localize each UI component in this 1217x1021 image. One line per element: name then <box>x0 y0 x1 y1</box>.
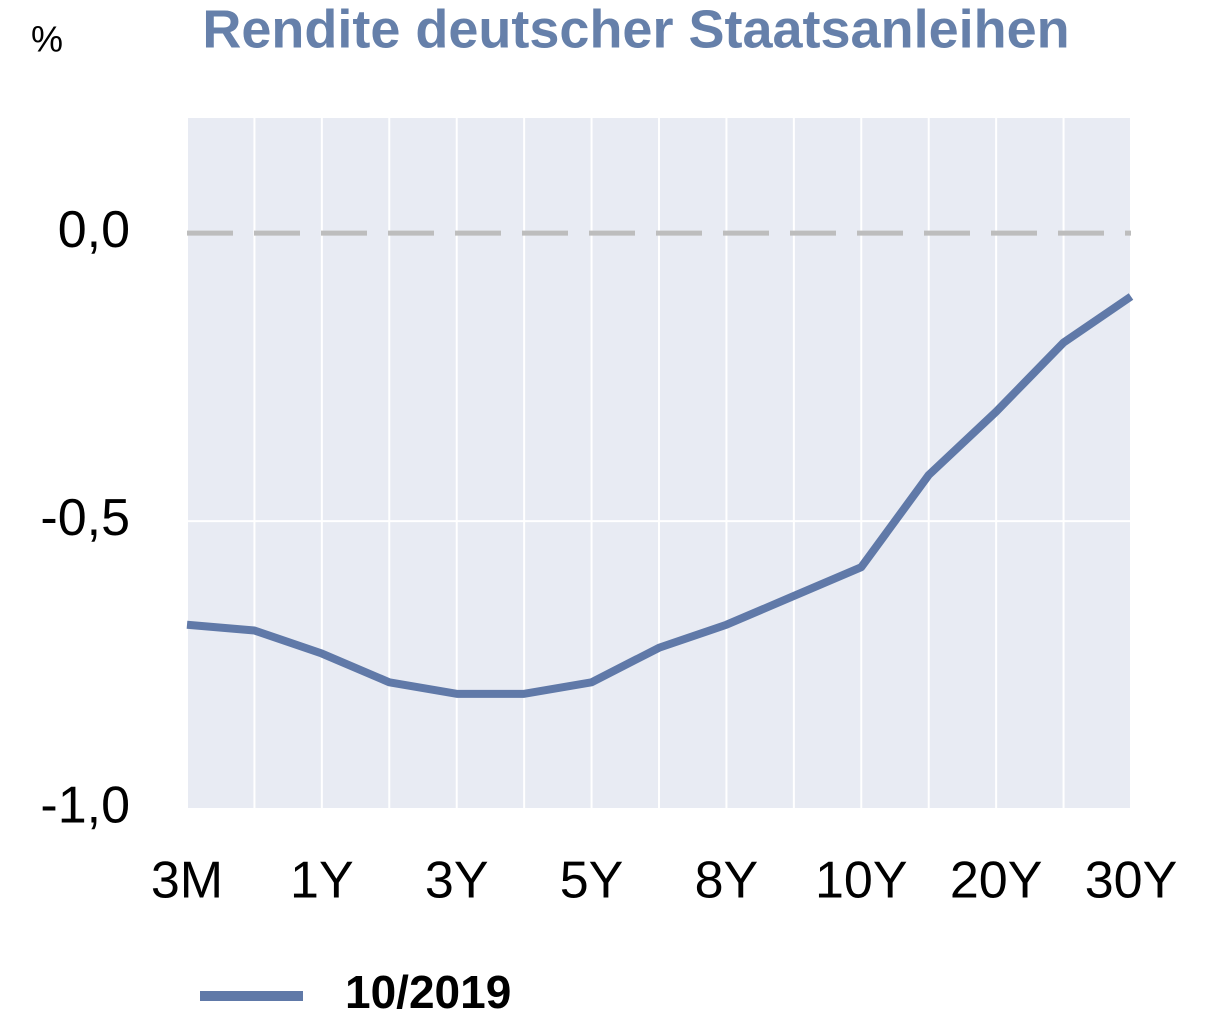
x-tick-label: 30Y <box>1085 852 1178 910</box>
legend-label: 10/2019 <box>345 966 511 1018</box>
chart-title: Rendite deutscher Staatsanleihen <box>202 0 1069 59</box>
x-tick-label: 8Y <box>695 852 759 910</box>
y-tick-label: 0,0 <box>58 201 130 259</box>
x-tick-label: 3M <box>151 852 223 910</box>
x-tick-label: 10Y <box>815 852 908 910</box>
y-tick-label: -0,5 <box>40 489 130 547</box>
x-tick-label: 20Y <box>950 852 1043 910</box>
x-tick-label: 1Y <box>290 852 354 910</box>
y-tick-label: -1,0 <box>40 777 130 835</box>
line-series <box>186 293 1134 698</box>
x-tick-label: 5Y <box>560 852 624 910</box>
y-unit: % <box>31 19 63 60</box>
x-tick-label: 3Y <box>425 852 489 910</box>
